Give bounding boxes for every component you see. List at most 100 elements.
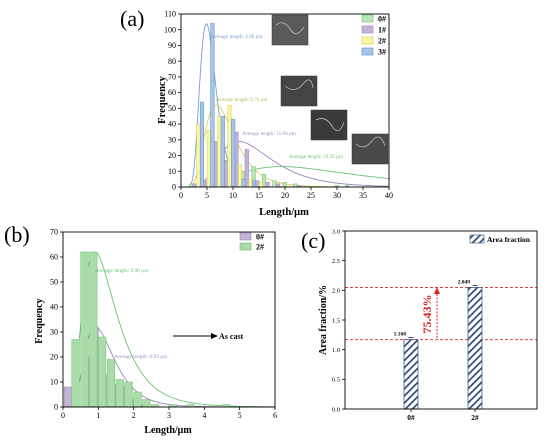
b-legend-swatch-0 — [239, 232, 252, 241]
a-ytick-label-7: 70 — [168, 73, 176, 82]
c-value-label-1: 2.049 — [458, 279, 471, 285]
a-bar-2-5 — [248, 178, 253, 188]
b-bar-0-0 — [63, 386, 73, 408]
c-ytick-label-2: 1.0 — [332, 347, 340, 354]
increase-label: 75.43% — [420, 295, 434, 334]
a-ytick-label-1: 10 — [168, 167, 176, 176]
a-xtick-label-5: 25 — [307, 191, 315, 200]
a-bar-0-7 — [282, 182, 287, 188]
c-ytick-label-1: 0.5 — [332, 377, 340, 384]
a-bar-0-6 — [272, 180, 277, 188]
a-xtick-label-0: 0 — [179, 191, 183, 200]
a-ytick-label-6: 60 — [168, 88, 176, 97]
panel-b-label: (b) — [4, 222, 30, 247]
b-legend-label-1: 2# — [256, 243, 264, 252]
anno-1: Average length: 11.06 μm — [242, 131, 296, 137]
a-ytick-label-11: 110 — [164, 10, 176, 19]
panel-b-bars — [63, 251, 230, 408]
panel-a: (a) Average length: 4.88 μm Average leng… — [120, 6, 393, 218]
a-legend-label-0: 0# — [378, 15, 386, 24]
panel-a-bars — [189, 23, 350, 188]
b-bar-2-4 — [106, 359, 116, 408]
a-xtick-label-6: 30 — [333, 191, 341, 200]
c-ytick-label-3: 1.5 — [332, 317, 340, 324]
b-xtick-label-4: 4 — [202, 411, 206, 420]
a-bar-1-0 — [192, 183, 197, 188]
b-xtick-label-2: 2 — [132, 411, 136, 420]
a-legend-swatch-3 — [361, 47, 374, 56]
panel-a-label: (a) — [120, 6, 144, 31]
c-ytick-label-0: 0.0 — [332, 406, 340, 413]
panel-a-micrographs — [271, 14, 389, 165]
micrograph-texture — [275, 22, 386, 148]
a-ytick-label-0: 0 — [172, 183, 176, 192]
panel-b-legend: 0#2# — [239, 232, 264, 252]
c-ytick-label-4: 2.0 — [332, 288, 340, 295]
a-bar-0-8 — [293, 183, 298, 188]
panel-c-ylabel: Area fraction/% — [318, 285, 329, 355]
b-ytick-label-0: 0 — [54, 403, 58, 412]
panel-a-axes: 0 5 10 15 20 25 30 35 40 0 10 20 30 40 50 60 70 80 90 100 11… — [164, 10, 393, 200]
panel-b: (b) Average length: 0.90 μm Average leng… — [4, 222, 277, 436]
a-ytick-label-9: 90 — [168, 41, 176, 50]
b-xtick-label-6: 6 — [273, 411, 277, 420]
anno-2: Average length: 6.79 μm — [216, 97, 267, 103]
a-bar-2-0 — [196, 123, 201, 188]
b-bar-2-5 — [115, 379, 124, 408]
a-bar-1-8 — [275, 183, 281, 188]
panel-a-legend: 0# 1# 2# 3# — [361, 14, 386, 57]
a-ytick-label-8: 80 — [168, 57, 176, 66]
c-xtick-label-0: 0# — [407, 413, 415, 422]
a-xtick-label-8: 40 — [385, 191, 393, 200]
as-cast-arrowhead — [211, 333, 218, 339]
panel-c-guides — [345, 287, 537, 341]
b-xtick-label-0: 0 — [61, 411, 65, 420]
a-legend-label-1: 1# — [378, 26, 386, 35]
c-value-label-0: 1.168 — [394, 332, 407, 338]
a-legend-swatch-2 — [361, 36, 374, 45]
b-xtick-label-1: 1 — [96, 411, 100, 420]
a-bar-2-6 — [258, 182, 263, 188]
a-ytick-label-3: 30 — [168, 135, 176, 144]
a-bar-0-0 — [189, 183, 194, 188]
c-plot-frame — [344, 230, 538, 410]
c-bar-0 — [403, 339, 419, 410]
a-bar-3-4 — [241, 178, 246, 188]
b-bar-2-8 — [142, 399, 151, 408]
micrograph-0 — [351, 133, 389, 165]
as-cast-label: As cast — [219, 332, 244, 341]
b-bar-2-7 — [133, 391, 142, 408]
micrograph-2 — [280, 75, 318, 107]
b-bar-2-0 — [71, 339, 80, 408]
panel-c-increase: 75.43% — [420, 287, 440, 338]
b-ytick-label-5: 50 — [50, 278, 58, 287]
a-bar-2-2 — [217, 115, 222, 188]
a-legend-swatch-0 — [361, 14, 374, 23]
panel-c-legend: Area fraction — [469, 234, 531, 244]
legend-label-area-fraction: Area fraction — [487, 235, 531, 244]
a-xtick-label-1: 5 — [205, 191, 209, 200]
a-bar-1-7 — [265, 182, 270, 188]
b-bar-2-1 — [80, 251, 89, 408]
panel-b-xlabel: Length/μm — [144, 425, 192, 436]
b-ytick-label-1: 10 — [50, 378, 58, 387]
a-bar-3-2 — [220, 115, 225, 188]
panel-a-xlabel: Length/μm — [259, 207, 309, 218]
micrograph-3 — [271, 14, 309, 46]
anno-b-2: Average length: 0.90 μm — [95, 268, 149, 274]
a-bar-2-4 — [237, 164, 243, 188]
b-bar-2-6 — [124, 381, 133, 408]
b-bar-2-2 — [89, 251, 98, 408]
a-ytick-label-2: 20 — [168, 151, 176, 160]
a-bar-2-3 — [227, 104, 232, 188]
panel-b-annotations: Average length: 0.90 μm Average length: … — [95, 268, 244, 360]
a-bar-2-1 — [206, 130, 211, 188]
anno-b-0: Average length: 0.92 μm — [114, 354, 168, 360]
b-xtick-label-5: 5 — [238, 411, 242, 420]
a-ytick-label-4: 40 — [168, 120, 176, 129]
panel-c-label: (c) — [301, 228, 325, 253]
b-ytick-label-7: 70 — [50, 228, 58, 237]
a-bar-3-5 — [251, 180, 257, 188]
a-bar-3-1 — [210, 23, 215, 188]
